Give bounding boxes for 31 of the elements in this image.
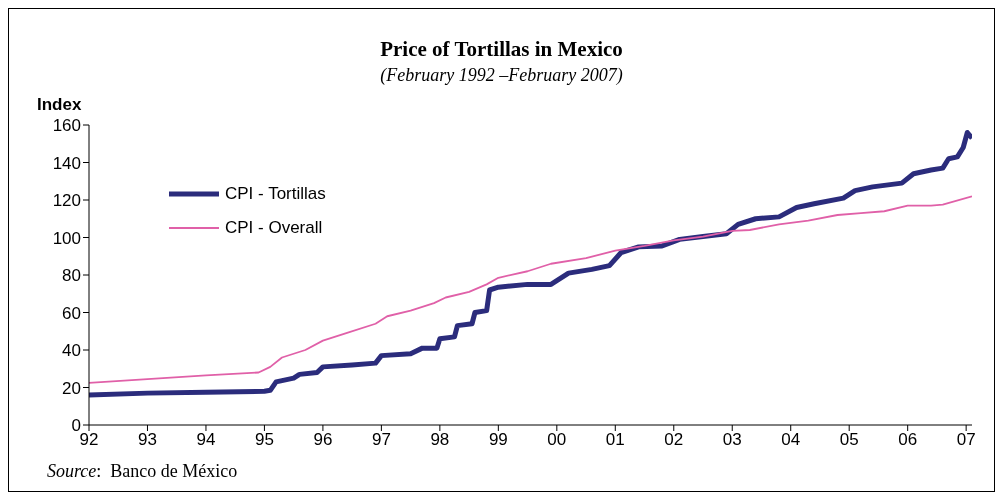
y-tick-label: 60 <box>62 303 81 323</box>
source-note: Source: Banco de México <box>47 461 238 482</box>
x-tick-label: 04 <box>781 430 801 450</box>
y-tick-label: 80 <box>62 266 81 286</box>
x-tick-label: 96 <box>313 430 333 450</box>
x-tick-label: 94 <box>196 430 216 450</box>
x-tick-label: 92 <box>79 430 99 450</box>
x-tick-label: 02 <box>664 430 684 450</box>
chart-subtitle: (February 1992 –February 2007) <box>379 65 624 86</box>
x-tick-label: 93 <box>138 430 157 450</box>
x-tick-label: 05 <box>839 430 859 450</box>
x-tick-label: 99 <box>488 430 508 450</box>
y-tick-label: 160 <box>52 116 81 136</box>
y-tick-label: 40 <box>62 341 81 361</box>
x-tick-label: 01 <box>605 430 625 450</box>
x-tick-label: 98 <box>430 430 450 450</box>
y-tick-label: 140 <box>52 153 81 173</box>
x-tick-label: 00 <box>547 430 567 450</box>
x-tick-label: 06 <box>898 430 918 450</box>
x-tick-label: 07 <box>956 430 976 450</box>
x-tick-label: 95 <box>254 430 274 450</box>
legend-label: CPI - Overall <box>225 218 323 238</box>
y-tick-label: 20 <box>62 378 81 398</box>
x-tick-label: 03 <box>722 430 742 450</box>
y-tick-label: 120 <box>52 191 81 211</box>
chart-title: Price of Tortillas in Mexico <box>379 37 624 62</box>
y-tick-label: 0 <box>71 416 81 436</box>
legend-label: CPI - Tortillas <box>225 184 326 204</box>
y-tick-label: 100 <box>52 228 81 248</box>
y-axis-title: Index <box>37 95 82 115</box>
x-tick-label: 97 <box>371 430 391 450</box>
